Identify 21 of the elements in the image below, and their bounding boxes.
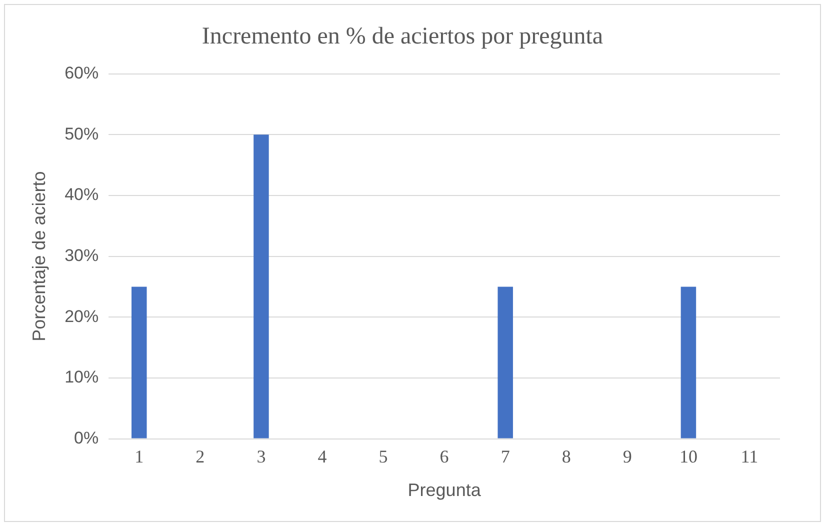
x-tick-label: 11	[740, 446, 758, 466]
x-tick-label: 7	[500, 446, 510, 466]
y-tick-label: 10%	[64, 368, 99, 387]
x-axis-title: Pregunta	[408, 480, 482, 500]
y-tick-label: 20%	[64, 306, 99, 326]
x-tick-label: 9	[622, 446, 632, 466]
x-tick-label: 3	[256, 446, 266, 466]
x-tick-label: 8	[562, 446, 571, 466]
x-tick-label: 6	[440, 446, 449, 466]
x-tick-label: 10	[679, 446, 698, 466]
y-tick-label: 40%	[64, 185, 99, 204]
y-axis-title: Porcentaje de acierto	[28, 171, 49, 342]
y-tick-label: 0%	[74, 428, 99, 448]
y-tick-label: 50%	[64, 124, 99, 144]
y-tick-label: 30%	[64, 246, 99, 265]
chart-title: Incremento en % de aciertos por pregunta	[202, 24, 604, 50]
x-tick-label: 5	[378, 446, 388, 466]
x-tick-label: 1	[134, 446, 144, 466]
y-tick-label: 60%	[64, 63, 99, 82]
x-tick-label: 4	[318, 446, 327, 466]
x-tick-label: 2	[196, 446, 205, 466]
